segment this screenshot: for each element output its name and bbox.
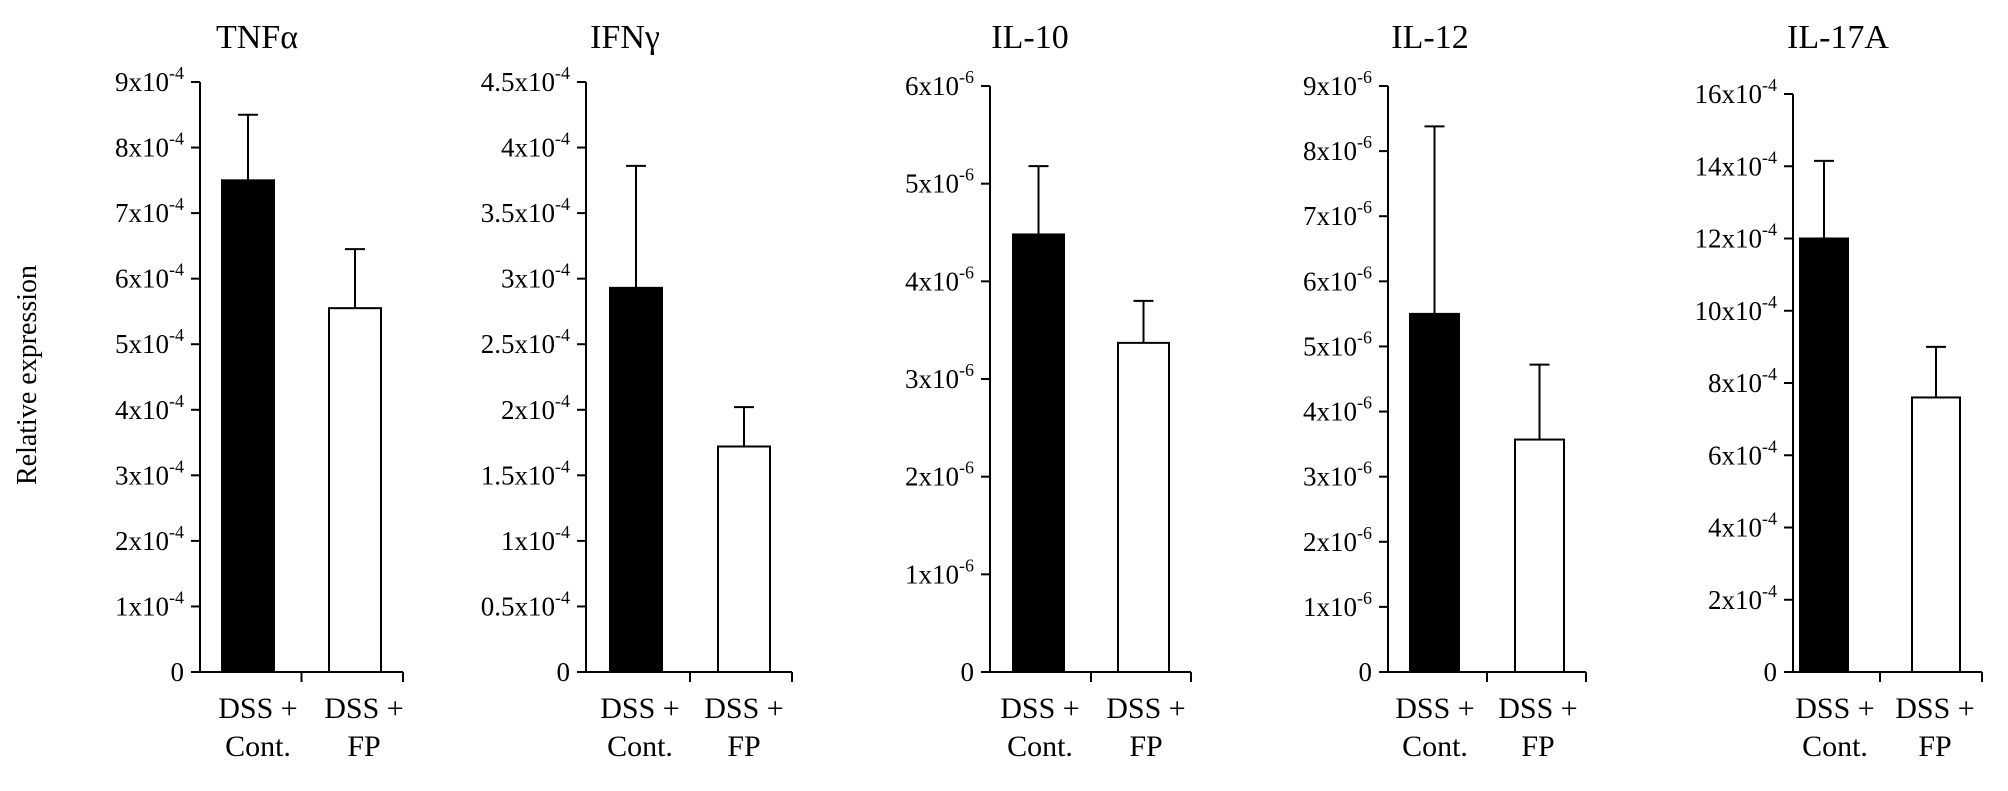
- bar-1: [1117, 341, 1170, 673]
- y-tick-label: 2.5x10-4: [481, 325, 570, 359]
- category-label: DSS +: [600, 692, 679, 725]
- y-tick-label: 5x10-6: [905, 165, 974, 199]
- bar-0: [1799, 237, 1849, 673]
- y-tick-label: 1x10-4: [115, 587, 184, 621]
- bar-1: [717, 445, 771, 673]
- y-tick-label: 0: [557, 657, 571, 687]
- y-tick-label: 4x10-4: [1708, 509, 1777, 543]
- y-tick-label: 2x10-6: [1303, 523, 1372, 557]
- y-tick-label: 2x10-4: [501, 391, 570, 425]
- y-axis-label: Relative expression: [12, 265, 43, 485]
- y-tick-label: 4x10-4: [501, 129, 570, 163]
- y-tick-label: 2x10-4: [1708, 581, 1777, 615]
- y-tick-label: 2x10-6: [905, 458, 974, 492]
- y-tick-label: 4x10-4: [115, 391, 184, 425]
- chart-title: IL-17A: [1787, 19, 1889, 56]
- y-tick-label: 0: [1764, 657, 1778, 687]
- category-label: FP: [347, 730, 380, 763]
- chart-panels: TNFα 0 1x10-4 2x10-4 3x10-4 4x10-4 5x10-4 6x10-…: [115, 19, 1983, 763]
- y-tick-label: 0.5x10-4: [481, 587, 570, 621]
- y-tick-label: 1.5x10-4: [481, 456, 570, 490]
- y-tick-label: 4x10-6: [1303, 393, 1372, 427]
- y-tick-label: 9x10-4: [115, 63, 184, 97]
- bar-1: [1911, 396, 1961, 673]
- chart-panel-2: IL-10 0 1x10-6 2x10-6 3x10-6 4x10-6 5x10-6 6x10…: [905, 19, 1192, 763]
- y-tick-label: 3x10-6: [905, 360, 974, 394]
- category-label: DSS +: [1000, 692, 1079, 725]
- y-tick-label: 6x10-6: [905, 67, 974, 101]
- y-tick-label: 1x10-6: [905, 555, 974, 589]
- y-tick-label: 3x10-4: [501, 260, 570, 294]
- category-label: DSS +: [704, 692, 783, 725]
- y-tick-label: 7x10-6: [1303, 197, 1372, 231]
- chart-panel-0: TNFα 0 1x10-4 2x10-4 3x10-4 4x10-4 5x10-4 6x10-…: [115, 19, 404, 763]
- y-tick-label: 5x10-6: [1303, 327, 1372, 361]
- y-tick-label: 6x10-4: [115, 260, 184, 294]
- chart-panel-3: IL-12 0 1x10-6 2x10-6 3x10-6 4x10-6 5x10-6 6x10…: [1303, 19, 1587, 763]
- y-tick-label: 4x10-6: [905, 262, 974, 296]
- category-label: FP: [1918, 730, 1951, 763]
- y-tick-label: 6x10-6: [1303, 262, 1372, 296]
- category-label: Cont.: [225, 730, 291, 763]
- category-label: DSS +: [1795, 692, 1874, 725]
- y-tick-label: 2x10-4: [115, 522, 184, 556]
- bar-0: [1012, 233, 1065, 673]
- chart-panel-1: IFNγ 0 0.5x10-4 1x10-4 1.5x10-4 2x10-4 2.5x10-…: [481, 19, 793, 763]
- bar-0: [221, 179, 275, 673]
- category-label: DSS +: [1106, 692, 1185, 725]
- bar-1: [328, 307, 382, 673]
- y-tick-label: 3.5x10-4: [481, 194, 570, 228]
- category-label: FP: [1129, 730, 1162, 763]
- y-tick-label: 8x10-4: [1708, 364, 1777, 398]
- category-label: DSS +: [1498, 692, 1577, 725]
- y-tick-label: 1x10-6: [1303, 588, 1372, 622]
- chart-title: TNFα: [216, 19, 298, 56]
- y-tick-label: 10x10-4: [1695, 292, 1778, 326]
- chart-panel-4: IL-17A 0 2x10-4 4x10-4 6x10-4 8x10-4 10x10-4 12…: [1695, 19, 1983, 763]
- y-tick-label: 9x10-6: [1303, 67, 1372, 101]
- chart-title: IFNγ: [590, 19, 660, 56]
- category-label: DSS +: [324, 692, 403, 725]
- category-label: Cont.: [1007, 730, 1073, 763]
- category-label: Cont.: [1402, 730, 1468, 763]
- y-tick-label: 12x10-4: [1695, 220, 1778, 254]
- y-tick-label: 0: [1359, 657, 1373, 687]
- bar-0: [1409, 312, 1460, 673]
- bar-1: [1514, 438, 1565, 674]
- y-tick-label: 4.5x10-4: [481, 63, 570, 97]
- category-label: DSS +: [218, 692, 297, 725]
- category-label: FP: [1521, 730, 1554, 763]
- chart-title: IL-12: [1391, 19, 1468, 56]
- category-label: DSS +: [1395, 692, 1474, 725]
- y-tick-label: 7x10-4: [115, 194, 184, 228]
- y-tick-label: 8x10-4: [115, 129, 184, 163]
- y-tick-label: 16x10-4: [1695, 75, 1778, 109]
- category-label: Cont.: [607, 730, 673, 763]
- y-tick-label: 5x10-4: [115, 325, 184, 359]
- y-tick-label: 3x10-4: [115, 456, 184, 490]
- y-tick-label: 0: [961, 657, 975, 687]
- y-tick-label: 1x10-4: [501, 522, 570, 556]
- y-tick-label: 6x10-4: [1708, 436, 1777, 470]
- category-label: FP: [727, 730, 760, 763]
- y-tick-label: 3x10-6: [1303, 458, 1372, 492]
- category-label: Cont.: [1802, 730, 1868, 763]
- bar-0: [609, 286, 663, 673]
- y-tick-label: 8x10-6: [1303, 132, 1372, 166]
- y-tick-label: 0: [171, 657, 185, 687]
- category-label: DSS +: [1895, 692, 1974, 725]
- y-tick-label: 14x10-4: [1695, 147, 1778, 181]
- chart-title: IL-10: [991, 19, 1068, 56]
